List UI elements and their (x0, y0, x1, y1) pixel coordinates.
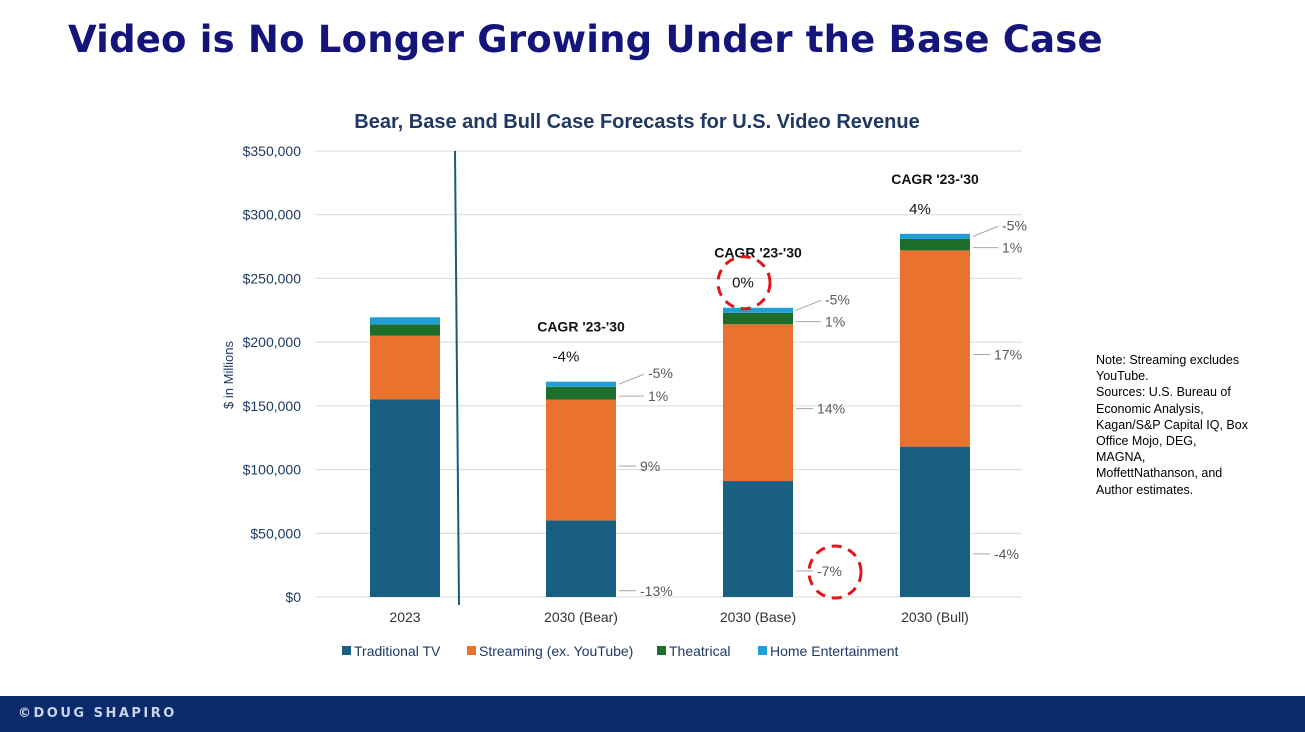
segment-label: 1% (1002, 240, 1022, 256)
bar-segment (370, 317, 440, 325)
bar-segment (900, 446, 970, 597)
bar-segment (546, 399, 616, 521)
y-axis-label: $ in Millions (221, 341, 236, 409)
bar-segment (546, 381, 616, 387)
y-tick-label: $50,000 (250, 525, 301, 541)
bar-segment (723, 307, 793, 313)
bar-segment (900, 250, 970, 447)
cagr-heading: CAGR '23-'30 (714, 245, 802, 261)
sources-note: Note: Streaming excludes YouTube. Source… (1096, 352, 1256, 498)
bar-segment (546, 386, 616, 400)
legend-swatch (657, 646, 666, 655)
segment-label: 17% (994, 347, 1022, 363)
bars (370, 233, 970, 597)
note-line: MoffettNathanson, and (1096, 466, 1223, 481)
legend-swatch (342, 646, 351, 655)
y-tick-label: $350,000 (243, 143, 302, 159)
segment-label: -5% (1002, 217, 1027, 233)
stacked-bar-chart: Bear, Base and Bull Case Forecasts for U… (221, 111, 1027, 659)
y-tick-label: $250,000 (243, 270, 302, 286)
leader-line (795, 299, 822, 311)
legend: Traditional TV Streaming (ex. YouTube) The… (342, 643, 899, 659)
segment-label: 9% (640, 458, 660, 474)
legend-swatch (467, 646, 476, 655)
slide-title: Video is No Longer Growing Under the Bas… (68, 18, 1103, 61)
y-tick-label: $0 (285, 589, 301, 605)
leader-line (618, 373, 645, 385)
bar-segment (723, 481, 793, 597)
note-line: Office Mojo, DEG, (1096, 434, 1197, 449)
legend-label: Theatrical (669, 643, 730, 659)
segment-label: -7% (817, 563, 842, 579)
segment-label: -4% (994, 546, 1019, 562)
legend-label: Streaming (ex. YouTube) (479, 643, 633, 659)
segment-label: -5% (648, 365, 673, 381)
y-tick-label: $300,000 (243, 207, 302, 223)
cagr-heading: CAGR '23-'30 (537, 319, 625, 335)
chart-title: Bear, Base and Bull Case Forecasts for U… (354, 111, 919, 133)
segment-label: 14% (817, 401, 845, 417)
cagr-heading: CAGR '23-'30 (891, 171, 979, 187)
cagr-value: 4% (909, 201, 931, 218)
bar-segment (546, 520, 616, 597)
note-line: MAGNA, (1096, 450, 1146, 465)
note-line: Author estimates. (1096, 482, 1194, 497)
bar-segment (900, 238, 970, 251)
highlight-circle (807, 544, 863, 600)
note-line: Kagan/S&P Capital IQ, Box (1096, 417, 1248, 432)
cagr-value: 0% (732, 275, 754, 292)
segment-label: -5% (825, 291, 850, 307)
legend-swatch (758, 646, 767, 655)
bar-segment (370, 399, 440, 597)
y-tick-label: $150,000 (243, 398, 302, 414)
segment-label: 1% (648, 388, 668, 404)
footer-bar: ©DOUG SHAPIRO (0, 696, 1305, 732)
legend-label: Traditional TV (354, 643, 441, 659)
x-tick-label: 2030 (Base) (720, 609, 796, 625)
x-axis-category-labels: 2023 2030 (Bear) 2030 (Base) 2030 (Bull) (389, 609, 968, 625)
bar-segment (370, 335, 440, 400)
segment-annotations: -13% 9% 1% -5% -7% 14% 1% -5% -4% 17% 1% -5% (618, 217, 1027, 599)
y-tick-label: $100,000 (243, 462, 302, 478)
note-line: Note: Streaming excludes (1096, 353, 1240, 367)
highlight-circle (716, 255, 772, 311)
cagr-annotations: CAGR '23-'30 -4% CAGR '23-'30 0% CAGR '23-'3… (537, 171, 979, 600)
bar-segment (900, 233, 970, 239)
bar-segment (370, 324, 440, 336)
x-tick-label: 2030 (Bull) (901, 609, 969, 625)
leader-line (972, 225, 999, 237)
note-line: Economic Analysis, (1096, 401, 1204, 416)
x-tick-label: 2030 (Bear) (544, 609, 618, 625)
legend-label: Home Entertainment (770, 643, 899, 659)
note-line: Sources: U.S. Bureau of (1096, 385, 1231, 400)
segment-label: 1% (825, 314, 845, 330)
x-tick-label: 2023 (389, 609, 420, 625)
copyright-text: ©DOUG SHAPIRO (18, 706, 177, 721)
cagr-value: -4% (553, 349, 580, 366)
note-line: YouTube. (1096, 369, 1149, 384)
y-axis-tick-labels: $0 $50,000 $100,000 $150,000 $200,000 $250,00… (243, 143, 302, 605)
segment-label: -13% (640, 583, 673, 599)
y-tick-label: $200,000 (243, 334, 302, 350)
bar-segment (723, 324, 793, 482)
divider-line (454, 150, 460, 606)
bar-segment (723, 312, 793, 325)
